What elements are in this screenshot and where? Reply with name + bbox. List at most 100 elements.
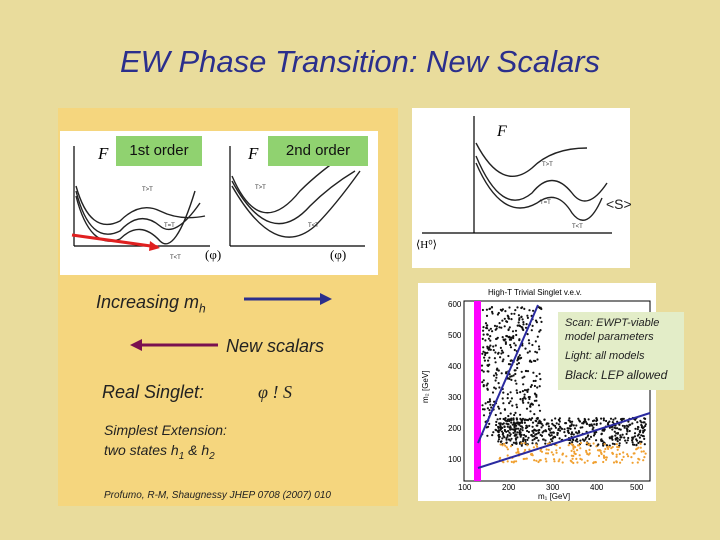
scan-point — [506, 335, 509, 338]
scan-point — [515, 418, 519, 421]
scan-point — [599, 449, 602, 452]
scan-point — [532, 431, 535, 434]
scan-point — [527, 401, 530, 404]
scan-point — [639, 446, 642, 449]
scan-point — [525, 407, 529, 410]
scan-point — [499, 422, 502, 425]
scan-point — [567, 419, 570, 422]
scan-point — [518, 317, 521, 320]
scan-point — [528, 350, 531, 353]
scan-point — [585, 441, 588, 445]
scan-point — [497, 382, 500, 385]
scan-point — [640, 450, 643, 453]
scan-point — [610, 437, 613, 440]
scan-point — [521, 318, 524, 321]
scan-point — [545, 423, 548, 426]
scan-point — [603, 450, 606, 453]
svg-text:100: 100 — [448, 455, 462, 464]
scan-point — [520, 370, 523, 373]
scan-point — [483, 359, 486, 362]
scan-point — [575, 438, 578, 441]
scan-point — [643, 437, 646, 440]
scan-point — [504, 444, 507, 447]
scan-point — [588, 448, 591, 451]
scan-point — [626, 430, 629, 433]
scan-point — [534, 340, 537, 343]
scan-point — [526, 314, 529, 317]
scan-point — [556, 431, 559, 435]
scan-point — [614, 427, 617, 430]
scan-point — [524, 448, 527, 452]
scan-point — [558, 458, 561, 461]
scan-point — [602, 417, 605, 420]
scan-point — [482, 333, 485, 336]
scan-point — [482, 346, 485, 349]
scan-point — [570, 454, 573, 457]
scan-point — [536, 445, 539, 448]
scan-point — [521, 417, 525, 420]
scan-point — [486, 347, 489, 350]
scan-point — [638, 436, 641, 439]
scan-point — [508, 402, 511, 405]
scan-point — [520, 315, 523, 318]
phi-axis-label-2: (φ) — [330, 247, 346, 262]
scan-point — [605, 458, 608, 461]
scan-point — [545, 460, 548, 463]
scan-point — [584, 438, 587, 441]
scan-point — [532, 371, 535, 374]
scan-point — [522, 328, 525, 332]
simplest-extension-text: Simplest Extension: two states h1 & h2 — [104, 422, 227, 462]
scan-point — [497, 438, 501, 441]
scan-point — [516, 363, 519, 366]
scan-x-ticks: 100 200 300 400 500 — [458, 483, 644, 492]
scan-point — [636, 434, 639, 437]
scan-point — [526, 316, 529, 319]
scan-point — [581, 438, 584, 441]
scan-point — [579, 447, 582, 450]
scan-point — [521, 390, 524, 393]
scan-point — [523, 396, 526, 399]
scan-point — [510, 419, 513, 422]
scan-point — [484, 322, 488, 325]
scan-point — [503, 408, 506, 411]
scan-point — [518, 354, 521, 357]
scan-point — [570, 460, 573, 463]
scan-point — [519, 417, 522, 420]
scan-point — [531, 417, 534, 420]
scan-point — [519, 398, 522, 401]
scan-point — [506, 448, 509, 451]
scan-point — [558, 446, 562, 449]
scan-point — [547, 427, 550, 431]
scan-point — [505, 371, 508, 374]
scan-point — [503, 418, 506, 421]
scan-point — [528, 448, 531, 451]
scan-point — [626, 439, 629, 442]
scan-point — [490, 306, 494, 309]
scan-point — [509, 428, 512, 431]
scan-point — [527, 339, 530, 342]
svg-text:300: 300 — [448, 393, 462, 402]
scan-point — [613, 430, 616, 433]
scan-point — [531, 403, 534, 406]
scan-point — [564, 422, 567, 425]
scan-point — [644, 423, 647, 426]
scan-point — [524, 427, 528, 430]
scan-point — [486, 407, 489, 410]
scan-point — [566, 429, 569, 432]
scan-point — [586, 459, 589, 462]
scan-point — [495, 376, 498, 379]
scan-point — [507, 414, 510, 418]
scan-point — [540, 434, 544, 437]
scan-point — [510, 437, 513, 440]
scan-point — [497, 435, 501, 439]
scan-point — [507, 438, 511, 441]
svg-text:500: 500 — [448, 331, 462, 340]
scan-point — [529, 405, 532, 408]
scan-point — [615, 437, 618, 440]
magenta-band — [474, 301, 481, 481]
scan-point — [494, 351, 497, 354]
scan-point — [482, 350, 485, 353]
scan-point — [575, 431, 578, 434]
scan-point — [538, 348, 541, 351]
scan-point — [521, 306, 524, 309]
